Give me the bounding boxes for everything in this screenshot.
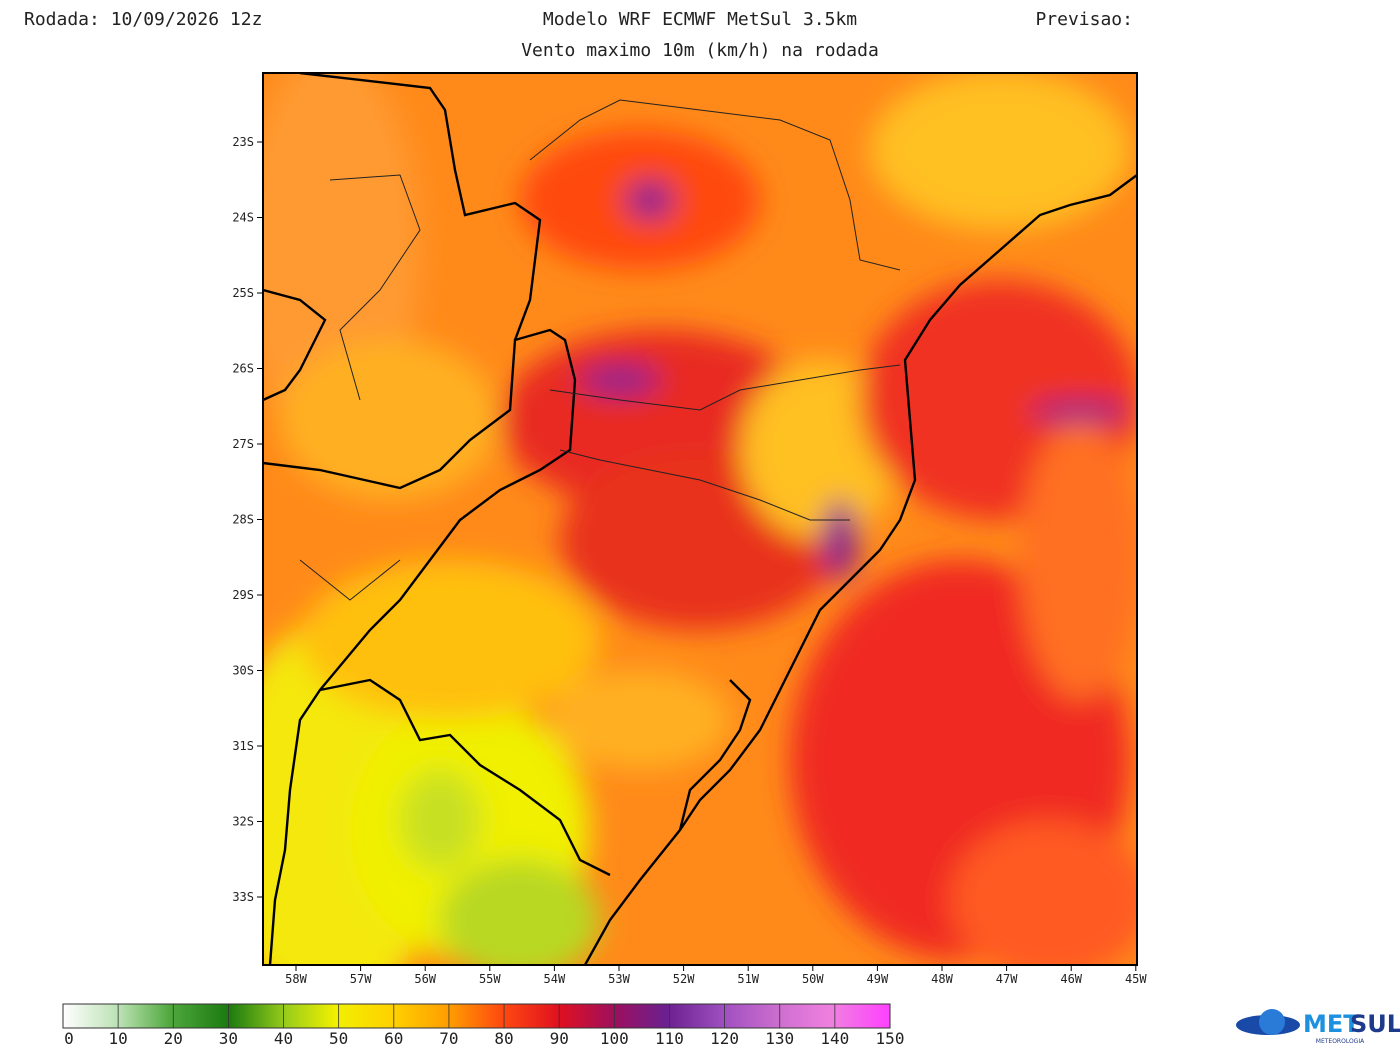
colorbar-labels: 0 10 20 30 40 50 60 70 80 90 100 110 120 130 140 150 [62, 1004, 905, 1048]
colorbar-label: 100 [600, 1029, 629, 1048]
lat-label: 28S [232, 513, 254, 527]
colorbar-label: 30 [219, 1029, 238, 1048]
logo-text-a: MET [1303, 1010, 1360, 1038]
colorbar-label: 40 [274, 1029, 293, 1048]
colorbar [62, 1003, 891, 1029]
colorbar-label: 60 [384, 1029, 403, 1048]
lat-label: 29S [232, 588, 254, 602]
subtitle: Vento maximo 10m (km/h) na rodada [521, 40, 879, 61]
lon-label: 57W [350, 972, 372, 986]
lon-labels: 58W 57W 56W 55W 54W 53W 52W 51W 50W 49W 48W 47W 46W 4… [285, 965, 1147, 986]
lat-label: 31S [232, 739, 254, 753]
lat-labels: 23S 24S 25S 26S 27S 28S 29S 30S 31S 32S 33S [232, 135, 263, 904]
lon-label: 48W [931, 972, 953, 986]
colorbar-label: 0 [64, 1029, 74, 1048]
lon-label: 45W [1125, 972, 1147, 986]
colorbar-label: 140 [820, 1029, 849, 1048]
colorbar-label: 70 [439, 1029, 458, 1048]
lat-label: 25S [232, 286, 254, 300]
lon-label: 46W [1060, 972, 1082, 986]
lon-label: 50W [802, 972, 824, 986]
lat-label: 33S [232, 890, 254, 904]
run-label: Rodada: 10/09/2026 12z [24, 9, 262, 30]
model-title: Modelo WRF ECMWF MetSul 3.5km [543, 9, 857, 30]
lat-label: 23S [232, 135, 254, 149]
colorbar-label: 50 [329, 1029, 348, 1048]
colorbar-label: 80 [494, 1029, 513, 1048]
colorbar-label: 20 [164, 1029, 183, 1048]
lat-label: 27S [232, 437, 254, 451]
lon-label: 55W [479, 972, 501, 986]
colorbar-label: 10 [109, 1029, 128, 1048]
lon-label: 49W [867, 972, 889, 986]
colorbar-label: 130 [765, 1029, 794, 1048]
lat-label: 26S [232, 362, 254, 376]
lon-label: 56W [414, 972, 436, 986]
lon-label: 54W [544, 972, 566, 986]
colorbar-label: 110 [655, 1029, 684, 1048]
logo-globe [1259, 1009, 1285, 1035]
lon-label: 52W [673, 972, 695, 986]
colorbar-label: 120 [710, 1029, 739, 1048]
lat-label: 24S [232, 211, 254, 225]
lon-label: 51W [737, 972, 759, 986]
colorbar-label: 90 [550, 1029, 569, 1048]
wind-field [263, 73, 1137, 965]
lon-label: 53W [608, 972, 630, 986]
forecast-label: Previsao: [1035, 9, 1133, 30]
logo-text-b: SUL [1350, 1010, 1400, 1038]
lon-label: 47W [996, 972, 1018, 986]
colorbar-label: 150 [876, 1029, 905, 1048]
lat-label: 30S [232, 664, 254, 678]
logo-tagline: METEOROLOGIA [1316, 1038, 1365, 1045]
lat-label: 32S [232, 815, 254, 829]
lon-label: 58W [285, 972, 307, 986]
